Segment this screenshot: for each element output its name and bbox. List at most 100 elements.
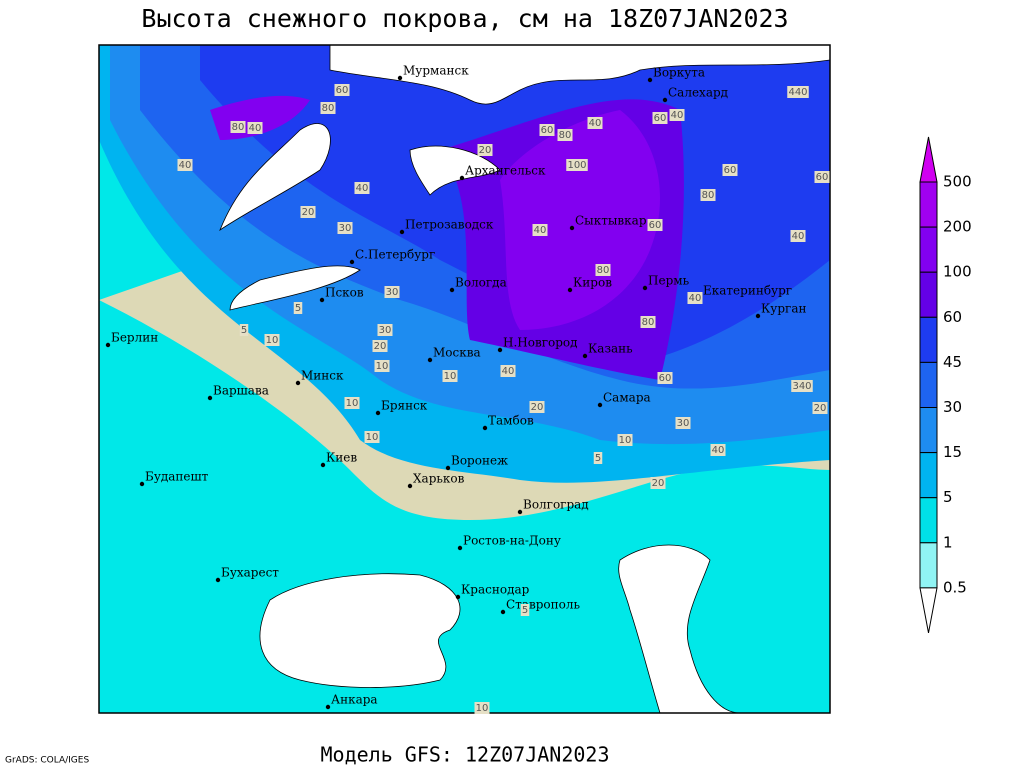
contour-label: 60 — [336, 85, 349, 96]
city-dot — [457, 545, 463, 551]
legend-arrow-top — [919, 136, 938, 183]
city-dot — [582, 353, 588, 359]
contour-label: 10 — [346, 398, 359, 409]
credit: GrADS: COLA/IGES — [5, 756, 89, 766]
city-dot — [569, 225, 575, 231]
title: Высота снежного покрова, см на 18Z07JAN2… — [141, 4, 788, 33]
legend-box — [919, 181, 938, 228]
contour-label-bg — [364, 431, 380, 443]
city-dot — [449, 287, 455, 293]
contour-label: 80 — [559, 130, 572, 141]
city-dot — [105, 342, 111, 348]
contour-label-bg — [657, 372, 673, 384]
contour-label-bg — [264, 334, 280, 346]
city-label: Мурманск — [403, 64, 469, 78]
contour-label-bg — [587, 117, 603, 129]
contour-label-bg — [474, 702, 490, 714]
city-dot — [397, 75, 403, 81]
contour-label-bg — [539, 124, 555, 136]
contour-label: 40 — [356, 183, 369, 194]
city-label: Псков — [325, 286, 364, 300]
contour-label: 10 — [266, 335, 279, 346]
contour-label: 40 — [179, 160, 192, 171]
city-dot — [662, 97, 668, 103]
legend-label: 500 — [943, 173, 972, 191]
black-sea — [259, 573, 461, 688]
contour-label: 340 — [792, 381, 811, 392]
legend-label: 60 — [943, 308, 962, 326]
city-label: Курган — [761, 302, 806, 316]
contour-label: 30 — [339, 223, 352, 234]
contour-label: 5 — [295, 303, 301, 314]
city-dot — [325, 704, 331, 710]
contour-label-bg — [300, 206, 316, 218]
city-dot — [320, 462, 326, 468]
contour-label-bg — [320, 102, 336, 114]
legend-box — [919, 271, 938, 318]
contour-label: 40 — [671, 110, 684, 121]
contour-label-bg — [700, 189, 716, 201]
city-dot — [407, 483, 413, 489]
contour-label-bg — [520, 604, 530, 616]
city-label: Салехард — [668, 86, 728, 100]
contour-label-bg — [787, 86, 809, 98]
contour-label-bg — [529, 401, 545, 413]
city-dot — [482, 425, 488, 431]
contour-label: 60 — [649, 220, 662, 231]
city-dot — [500, 609, 506, 615]
contour-label: 60 — [816, 172, 829, 183]
subtitle: Модель GFS: 12Z07JAN2023 — [321, 743, 610, 767]
city-dot — [215, 577, 221, 583]
city-label: Анкара — [331, 693, 378, 707]
contour-label: 40 — [689, 293, 702, 304]
contour-label-bg — [557, 129, 573, 141]
legend-box — [919, 407, 938, 454]
city-dot — [207, 395, 213, 401]
city-dot — [517, 509, 523, 515]
city-label: Краснодар — [461, 583, 530, 597]
contour-label: 60 — [541, 125, 554, 136]
legend-box — [919, 497, 938, 544]
city-dot — [459, 175, 465, 181]
contour-label: 20 — [302, 207, 315, 218]
contour-label: 100 — [567, 160, 586, 171]
contour-label-bg — [812, 402, 828, 414]
contour-label: 30 — [677, 418, 690, 429]
contour-label-bg — [647, 219, 663, 231]
contour-label: 80 — [702, 190, 715, 201]
city-label: Петрозаводск — [405, 218, 494, 232]
contour-label-bg — [230, 121, 246, 133]
city-label: Бухарест — [221, 566, 279, 580]
city-label: Брянск — [381, 399, 428, 413]
city-label: С.Петербург — [355, 248, 435, 262]
city-label: Ростов-на-Дону — [463, 534, 561, 548]
legend-label: 30 — [943, 398, 962, 416]
contour-label-bg — [293, 302, 303, 314]
contour-label-bg — [377, 324, 393, 336]
city-dot — [445, 465, 451, 471]
contour-label: 20 — [374, 341, 387, 352]
city-dot — [399, 229, 405, 235]
city-dot — [349, 259, 355, 265]
city-label: Варшава — [213, 384, 269, 398]
contour-label: 5 — [241, 325, 247, 336]
city-label: Минск — [301, 369, 344, 383]
contour-label-bg — [566, 159, 588, 171]
contour-label-bg — [687, 292, 703, 304]
city-label: Тамбов — [488, 414, 534, 428]
city-label: Екатеринбург — [703, 284, 792, 298]
contour-label-bg — [722, 164, 738, 176]
contour-label-bg — [334, 84, 350, 96]
map — [99, 45, 830, 713]
legend-label: 45 — [943, 353, 962, 371]
contour-label: 10 — [444, 371, 457, 382]
contour-label: 40 — [502, 366, 515, 377]
legend-label: 0.5 — [943, 578, 967, 596]
contour-label: 10 — [619, 435, 632, 446]
city-label: Воркута — [653, 66, 705, 80]
legend-box — [919, 226, 938, 273]
contour-label: 20 — [479, 145, 492, 156]
contour-label-bg — [372, 340, 388, 352]
city-label: Волгоград — [523, 498, 589, 512]
